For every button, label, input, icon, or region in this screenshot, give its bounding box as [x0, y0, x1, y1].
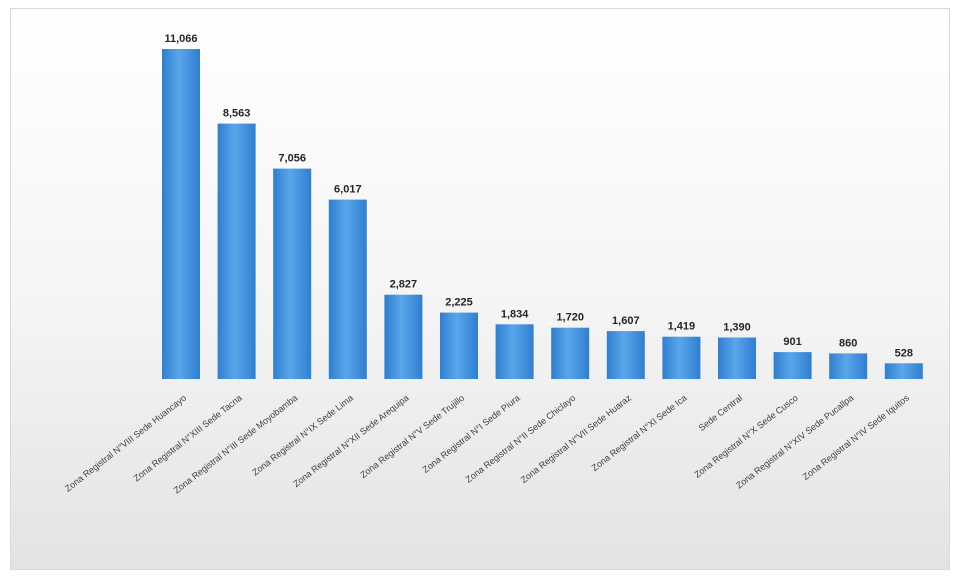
bar [162, 49, 200, 379]
value-labels-layer: 11,066 8,563 7,056 6,017 2,827 2,225 1,834 1,72… [164, 33, 913, 359]
category-labels-layer: Zona Registral N°VIII Sede HuancayoZona … [63, 392, 911, 495]
category-label: Zona Registral N°VII Sede Huaraz [519, 392, 634, 485]
bar [606, 331, 645, 379]
bar [440, 312, 478, 379]
category-label: Zona Registral N°XII Sede Arequipa [291, 393, 410, 489]
bar-value-label: 1,607 [612, 315, 640, 327]
bar [773, 352, 812, 379]
bar-chart: 11,066 8,563 7,056 6,017 2,827 2,225 1,834 1,72… [63, 33, 923, 496]
category-label: Zona Registral N°I Sede Piura [421, 393, 522, 475]
category-label: Zona Registral N°X Sede Cusco [692, 393, 800, 480]
chart-area: 11,066 8,563 7,056 6,017 2,827 2,225 1,834 1,72… [10, 8, 950, 570]
category-label: Zona Registral N°II Sede Chiclayo [464, 393, 578, 485]
bar-value-label: 7,056 [278, 153, 306, 165]
bar-value-label: 1,390 [723, 322, 751, 334]
category-label: Zona Registral N°XIII Sede Tacna [132, 393, 244, 484]
bar [328, 199, 367, 379]
bar-value-label: 1,419 [668, 321, 696, 333]
category-label: Zona Registral N°IX Sede Lima [250, 393, 355, 478]
bar-value-label: 901 [783, 336, 801, 348]
category-label: Zona Registral N°VIII Sede Huancayo [63, 393, 188, 494]
bar-value-label: 2,225 [445, 297, 473, 309]
bars-layer [162, 49, 923, 379]
category-label: Zona Registral N°V Sede Trujillo [358, 393, 466, 480]
category-label: Zona Registral N°XIV Sede Pucallpa [734, 393, 855, 491]
bar [384, 294, 423, 379]
bar [662, 336, 701, 379]
bar-value-label: 860 [839, 337, 857, 349]
bar [884, 363, 923, 379]
bar-value-label: 6,017 [334, 184, 362, 196]
bar-value-label: 528 [895, 347, 913, 359]
bar-value-label: 1,834 [501, 308, 529, 320]
bar [217, 123, 256, 379]
bar [495, 324, 534, 379]
bar [551, 327, 590, 379]
category-label: Zona Registral N°XI Sede Ica [590, 393, 689, 473]
bar [718, 337, 756, 379]
category-label: Zona Registral N°IV Sede Iquitos [801, 392, 912, 482]
bar-value-label: 2,827 [390, 279, 418, 291]
category-label: Sede Central [697, 393, 745, 433]
bar-value-label: 1,720 [556, 312, 584, 324]
category-label: Zona Registral N°III Sede Moyobamba [172, 393, 300, 496]
bar-value-label: 11,066 [164, 33, 197, 45]
bar [273, 168, 312, 379]
bar [829, 353, 868, 379]
bar-value-label: 8,563 [223, 108, 251, 120]
